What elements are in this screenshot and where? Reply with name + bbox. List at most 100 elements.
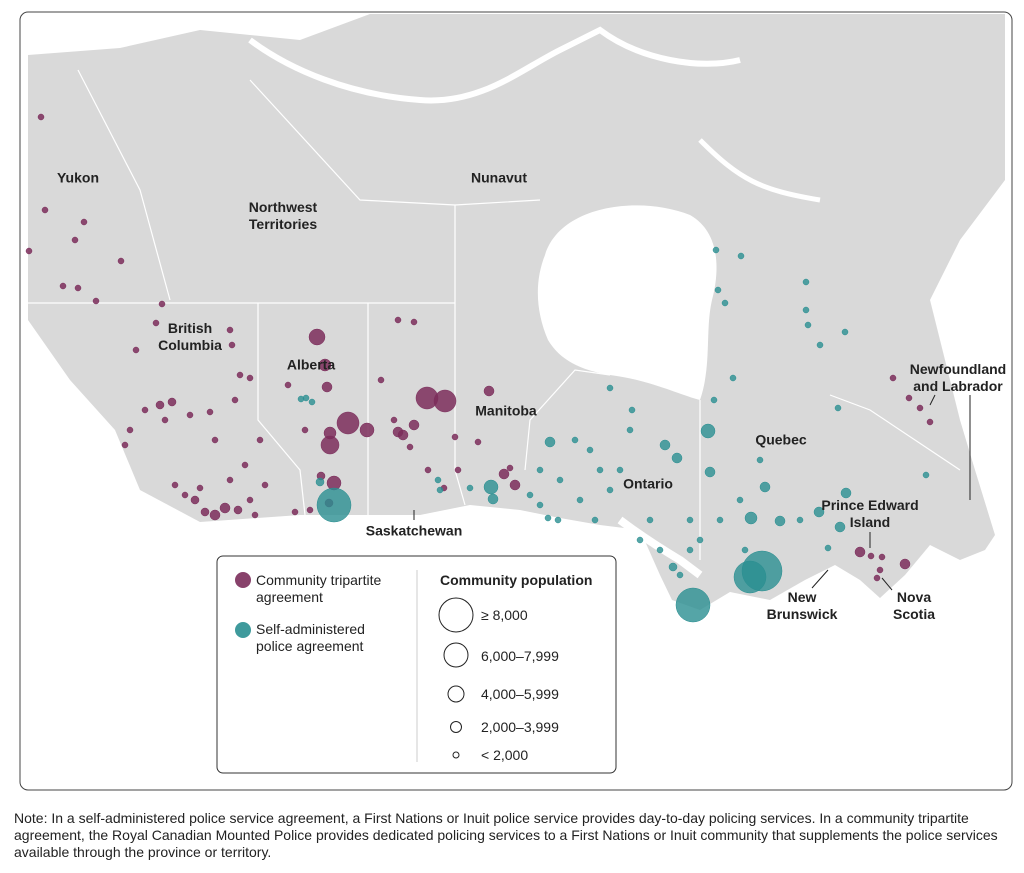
community-dot — [556, 476, 564, 484]
community-dot — [397, 429, 409, 441]
community-dot — [571, 436, 579, 444]
community-dot — [483, 479, 499, 495]
note: Note: In a self-administered police serv… — [14, 810, 998, 860]
community-dot — [190, 495, 200, 505]
community-dot — [155, 400, 165, 410]
community-dot — [246, 496, 254, 504]
community-dot — [671, 452, 683, 464]
community-dot — [498, 468, 510, 480]
community-dot — [544, 514, 552, 522]
community-dot — [434, 476, 442, 484]
community-dot — [841, 328, 849, 336]
leader-line — [881, 577, 893, 591]
community-dot — [744, 511, 758, 525]
community-dot — [410, 318, 418, 326]
region-label: Manitoba — [475, 402, 537, 419]
community-dot — [141, 406, 149, 414]
community-dot — [377, 376, 385, 384]
community-dot — [436, 486, 444, 494]
community-dot — [802, 306, 810, 314]
community-dot — [71, 236, 79, 244]
community-dot — [586, 446, 594, 454]
community-dot — [616, 466, 624, 474]
community-dot — [554, 516, 562, 524]
community-dot — [704, 466, 716, 478]
community-dot — [206, 408, 214, 416]
community-dot — [926, 418, 934, 426]
community-dot — [659, 439, 671, 451]
legend-label: 6,000–7,999 — [481, 648, 559, 664]
region-label: Newfoundland and Labrador — [909, 361, 1007, 394]
community-dot — [219, 502, 231, 514]
border — [524, 369, 611, 471]
community-dot — [92, 297, 100, 305]
leaders — [413, 394, 971, 591]
community-dot — [41, 206, 49, 214]
community-dot — [576, 496, 584, 504]
community-dot — [889, 374, 897, 382]
dots — [25, 113, 934, 623]
community-dot — [196, 484, 204, 492]
community-dot — [721, 299, 729, 307]
community-dot — [854, 546, 866, 558]
legend-label: 4,000–5,999 — [481, 686, 559, 702]
hudson-bay — [537, 205, 717, 400]
community-dot — [37, 113, 45, 121]
region-label: Saskatchewan — [365, 522, 463, 539]
size-swatch — [438, 597, 474, 633]
community-dot — [710, 396, 718, 404]
community-dot — [132, 346, 140, 354]
community-dot — [626, 426, 634, 434]
region-label: Yukon — [56, 169, 100, 186]
community-dot — [756, 456, 764, 464]
community-dot — [209, 509, 221, 521]
community-dot — [161, 416, 169, 424]
community-dot — [315, 477, 325, 487]
community-dot — [241, 461, 249, 469]
size-swatch — [452, 751, 460, 759]
region-label: Nova Scotia — [892, 589, 935, 622]
community-dot — [675, 587, 711, 623]
community-dot — [656, 546, 664, 554]
community-dot — [251, 511, 259, 519]
community-dot — [236, 371, 244, 379]
community-dot — [729, 374, 737, 382]
community-dot — [406, 443, 414, 451]
community-dot — [121, 441, 129, 449]
community-dot — [733, 560, 767, 594]
community-dot — [297, 395, 305, 403]
community-dot — [591, 516, 599, 524]
community-dot — [636, 536, 644, 544]
border — [257, 303, 306, 516]
leader-line — [929, 394, 936, 406]
community-dot — [152, 319, 160, 327]
community-dot — [716, 516, 724, 524]
border — [77, 69, 171, 301]
community-dot — [686, 516, 694, 524]
community-dot — [905, 394, 913, 402]
community-dot — [261, 481, 269, 489]
community-dot — [390, 416, 398, 424]
community-dot — [394, 316, 402, 324]
legend-label: Self-administered police agreement — [256, 621, 365, 654]
community-dot — [359, 422, 375, 438]
region-label: Quebec — [755, 431, 807, 448]
community-dot — [867, 552, 875, 560]
community-dot — [804, 321, 812, 329]
community-dot — [233, 505, 243, 515]
community-dot — [506, 464, 514, 472]
community-dot — [509, 479, 521, 491]
region-label: Prince Edward Island — [821, 497, 919, 530]
community-dot — [834, 521, 846, 533]
community-dot — [336, 411, 360, 435]
size-swatch — [447, 685, 465, 703]
community-dot — [321, 381, 333, 393]
community-dot — [712, 246, 720, 254]
community-dot — [736, 496, 744, 504]
community-dot — [284, 381, 292, 389]
region-label: New Brunswick — [766, 589, 838, 622]
border — [454, 205, 466, 506]
arctic-channel — [248, 26, 741, 104]
community-dot — [181, 491, 189, 499]
community-dot — [308, 398, 316, 406]
